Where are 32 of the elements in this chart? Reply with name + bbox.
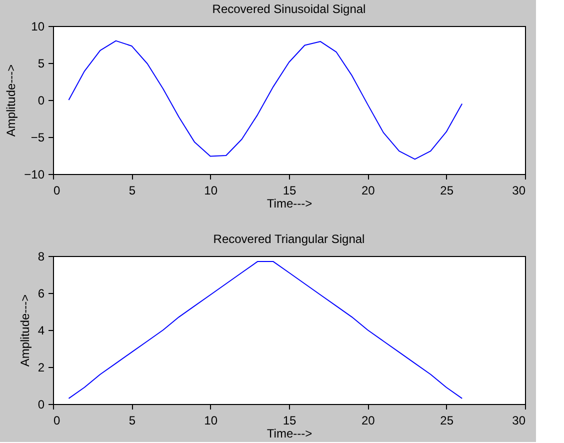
y-axis-title: Amplitude---> (18, 294, 32, 367)
y-tick-label: 5 (38, 56, 45, 70)
x-tick-label: 25 (440, 184, 454, 198)
line-series (68, 40, 463, 160)
y-tick-label: 0 (38, 398, 45, 412)
x-tick-label: 0 (54, 184, 60, 198)
x-axis-title: Time---> (266, 426, 312, 440)
y-tick-label: 8 (38, 250, 45, 264)
x-tick-label: 5 (128, 184, 136, 198)
x-axis-title: Time---> (266, 196, 312, 210)
x-tick-label: 20 (361, 184, 376, 198)
line-series (68, 261, 463, 399)
x-tick-label: 0 (54, 414, 60, 428)
chart-title: Recovered Sinusoidal Signal (212, 2, 366, 16)
x-tick-label: 20 (361, 414, 376, 428)
x-tick-label: 25 (440, 414, 454, 428)
y-tick-label: −10 (24, 168, 45, 182)
x-tick-label: 10 (204, 184, 218, 198)
x-tick-label: 10 (204, 414, 218, 428)
y-tick-label: 4 (38, 324, 45, 338)
x-tick-label: 15 (282, 184, 296, 198)
x-tick-label: 30 (512, 414, 526, 428)
chart-title: Recovered Triangular Signal (213, 232, 365, 246)
y-tick-label: 10 (31, 20, 45, 34)
y-axis-title: Amplitude---> (4, 64, 18, 137)
y-tick-label: 2 (38, 360, 45, 374)
x-tick-label: 30 (512, 184, 526, 198)
x-tick-label: 5 (128, 414, 136, 428)
y-tick-label: −5 (30, 130, 45, 144)
y-tick-label: 6 (38, 286, 45, 300)
x-tick-label: 15 (282, 414, 296, 428)
y-tick-label: 0 (38, 94, 45, 108)
